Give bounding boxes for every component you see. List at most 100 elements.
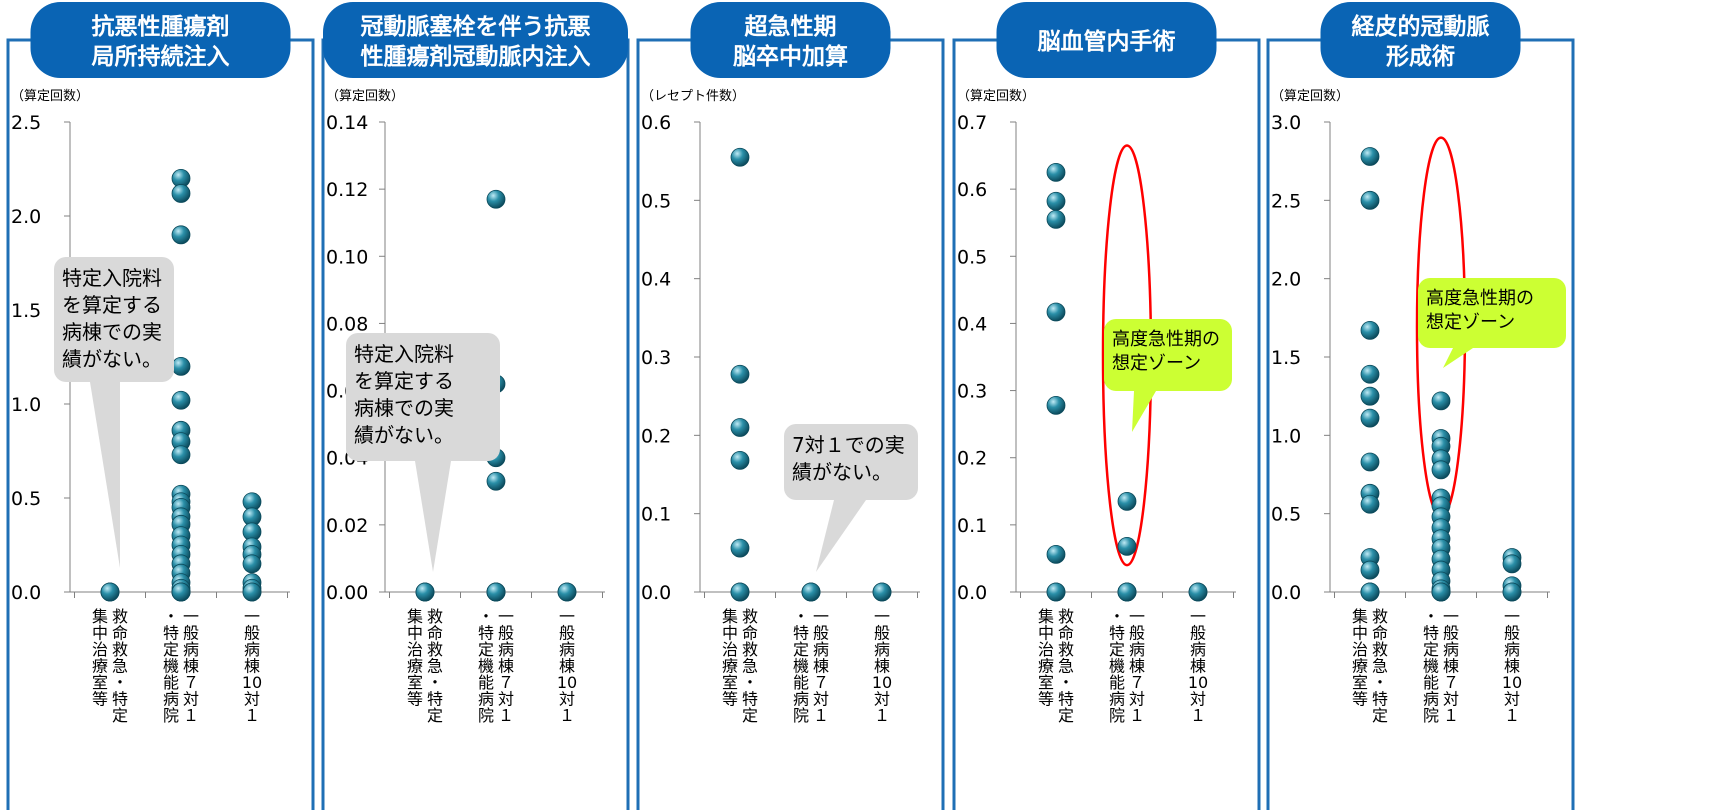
x-category-label: 室 <box>722 673 738 692</box>
data-point <box>1360 386 1380 406</box>
panel-title-line: 性腫瘍剤冠動脈内注入 <box>361 43 591 70</box>
x-category-label: 一 <box>183 607 199 626</box>
x-category-label: 10 <box>1188 673 1208 692</box>
x-category-label: ７ <box>1129 673 1145 692</box>
x-category-label: 病 <box>1504 640 1520 659</box>
x-category-label: 病 <box>1423 690 1439 709</box>
data-point <box>1431 582 1451 602</box>
y-tick-label: 3.0 <box>1271 112 1301 134</box>
callout-text-line: 想定ゾーン <box>1426 312 1515 333</box>
x-category-label: 棟 <box>183 657 199 676</box>
x-category-label: １ <box>244 706 260 725</box>
x-category-label: 定 <box>112 706 128 725</box>
unit-label: （算定回数） <box>1271 89 1349 104</box>
callout-text-line: 高度急性期の <box>1426 288 1534 309</box>
x-category-label: 能 <box>163 673 179 692</box>
x-category-label: 一 <box>498 607 514 626</box>
x-category-label: 一 <box>1504 607 1520 626</box>
x-category-label: 定 <box>1423 640 1439 659</box>
data-point <box>1360 364 1380 384</box>
x-category-label: 室 <box>1352 673 1368 692</box>
x-category-label: 救 <box>427 607 443 626</box>
x-category-label: 機 <box>793 657 809 676</box>
x-category-label: 療 <box>1352 657 1368 676</box>
x-category-label: 救 <box>427 640 443 659</box>
y-tick-label: 0.14 <box>326 112 368 134</box>
x-category-label: 特 <box>1423 624 1439 643</box>
x-category-label: 等 <box>1038 690 1054 709</box>
x-category-label: 一 <box>874 607 890 626</box>
unit-label: （レセプト件数） <box>641 89 745 104</box>
y-tick-label: 0.2 <box>957 448 987 470</box>
x-category-label: 棟 <box>559 657 575 676</box>
data-point <box>171 582 191 602</box>
callout-text-line: 績がない。 <box>62 347 162 371</box>
y-tick-label: 2.0 <box>1271 269 1301 291</box>
x-category-label: 命 <box>1372 624 1388 643</box>
panel-title-badge <box>690 2 891 78</box>
x-category-label: 般 <box>244 624 260 643</box>
x-category-label: 定 <box>427 706 443 725</box>
x-category-label: 般 <box>183 624 199 643</box>
chart-panel-4: 脳血管内手術 （算定回数） 0.0 0.1 0.2 0.3 0.4 0.5 0.6 0.7 救命救急… <box>952 2 1261 810</box>
x-category-label: 集 <box>1352 607 1368 626</box>
x-category-label: ・ <box>112 673 128 692</box>
data-point <box>486 471 506 491</box>
callout-tail <box>1132 391 1156 432</box>
x-category-label: 救 <box>112 640 128 659</box>
data-point <box>486 189 506 209</box>
x-category-label: 等 <box>407 690 423 709</box>
x-category-label: 病 <box>478 690 494 709</box>
callout-text-line: 績がない。 <box>354 423 454 447</box>
y-tick-label: 0.1 <box>957 515 987 537</box>
data-point <box>1046 302 1066 322</box>
x-category-label: 特 <box>1109 624 1125 643</box>
x-category-label: 中 <box>92 624 108 643</box>
callout-text-line: 特定入院料 <box>354 342 454 366</box>
x-category-label: 定 <box>1372 706 1388 725</box>
x-category-label: ・ <box>1423 607 1439 626</box>
x-category-label: 治 <box>722 640 738 659</box>
x-category-label: 院 <box>163 706 179 725</box>
y-tick-label: 0.08 <box>326 313 368 335</box>
x-category-label: 棟 <box>874 657 890 676</box>
data-point <box>171 390 191 410</box>
data-point <box>1360 408 1380 428</box>
x-category-label: 療 <box>722 657 738 676</box>
data-point <box>1046 191 1066 211</box>
x-category-label: 10 <box>557 673 577 692</box>
y-tick-label: 1.5 <box>1271 347 1301 369</box>
data-point <box>242 554 262 574</box>
x-category-label: 棟 <box>1443 657 1459 676</box>
data-point <box>730 450 750 470</box>
x-category-label: 命 <box>1058 624 1074 643</box>
x-category-label: 般 <box>1190 624 1206 643</box>
panel-title-line: 脳血管内手術 <box>1038 28 1176 55</box>
x-category-label: 病 <box>793 690 809 709</box>
x-category-label: 救 <box>742 640 758 659</box>
x-category-label: 救 <box>1058 640 1074 659</box>
x-category-label: 病 <box>559 640 575 659</box>
x-category-label: 機 <box>1423 657 1439 676</box>
x-category-label: ・ <box>1109 607 1125 626</box>
x-category-label: 能 <box>478 673 494 692</box>
x-category-label: 治 <box>407 640 423 659</box>
unit-label: （算定回数） <box>326 89 404 104</box>
panel-title-badge <box>996 2 1217 78</box>
x-category-label: 定 <box>163 640 179 659</box>
data-point <box>486 582 506 602</box>
x-category-label: 般 <box>498 624 514 643</box>
panel-title-badge <box>30 2 291 78</box>
data-point <box>171 356 191 376</box>
x-category-label: 10 <box>1502 673 1522 692</box>
x-category-label: 集 <box>1038 607 1054 626</box>
panel-border <box>6 38 315 810</box>
x-category-label: ７ <box>183 673 199 692</box>
x-category-label: ・ <box>742 673 758 692</box>
y-tick-label: 0.0 <box>1271 582 1301 604</box>
y-tick-label: 1.0 <box>1271 425 1301 447</box>
callout-text-line: 想定ゾーン <box>1112 353 1201 374</box>
x-category-label: 中 <box>722 624 738 643</box>
x-category-label: 特 <box>1058 690 1074 709</box>
